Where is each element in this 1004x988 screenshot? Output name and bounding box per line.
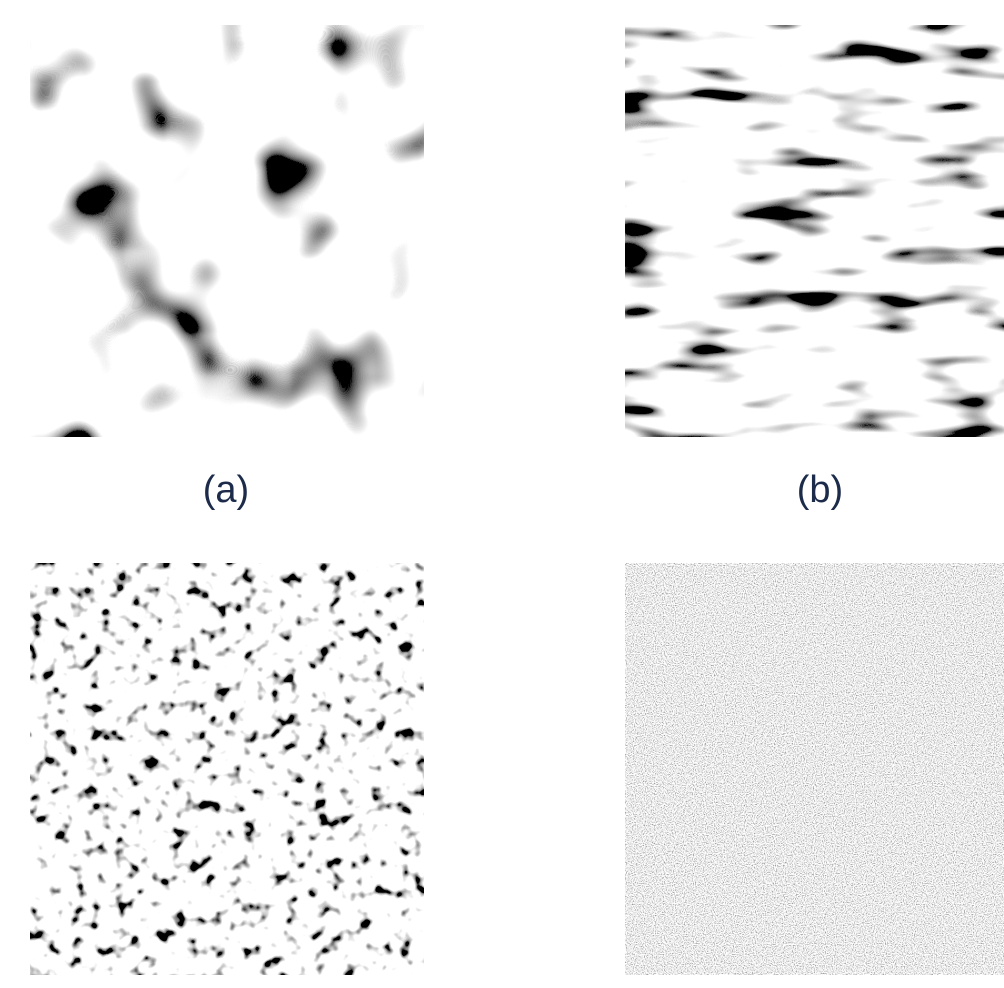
texture-panel-c	[30, 563, 424, 975]
panel-label: (b)	[797, 469, 843, 511]
texture-panel-a	[30, 25, 424, 437]
texture-panel-b	[625, 25, 1004, 437]
page: {"panels": {"a": {"label": "(a)"}, "b": …	[0, 0, 1004, 988]
panel-label: (a)	[203, 469, 249, 511]
texture-panel-d	[625, 563, 1004, 975]
figure: (a) (b)	[0, 0, 1004, 988]
